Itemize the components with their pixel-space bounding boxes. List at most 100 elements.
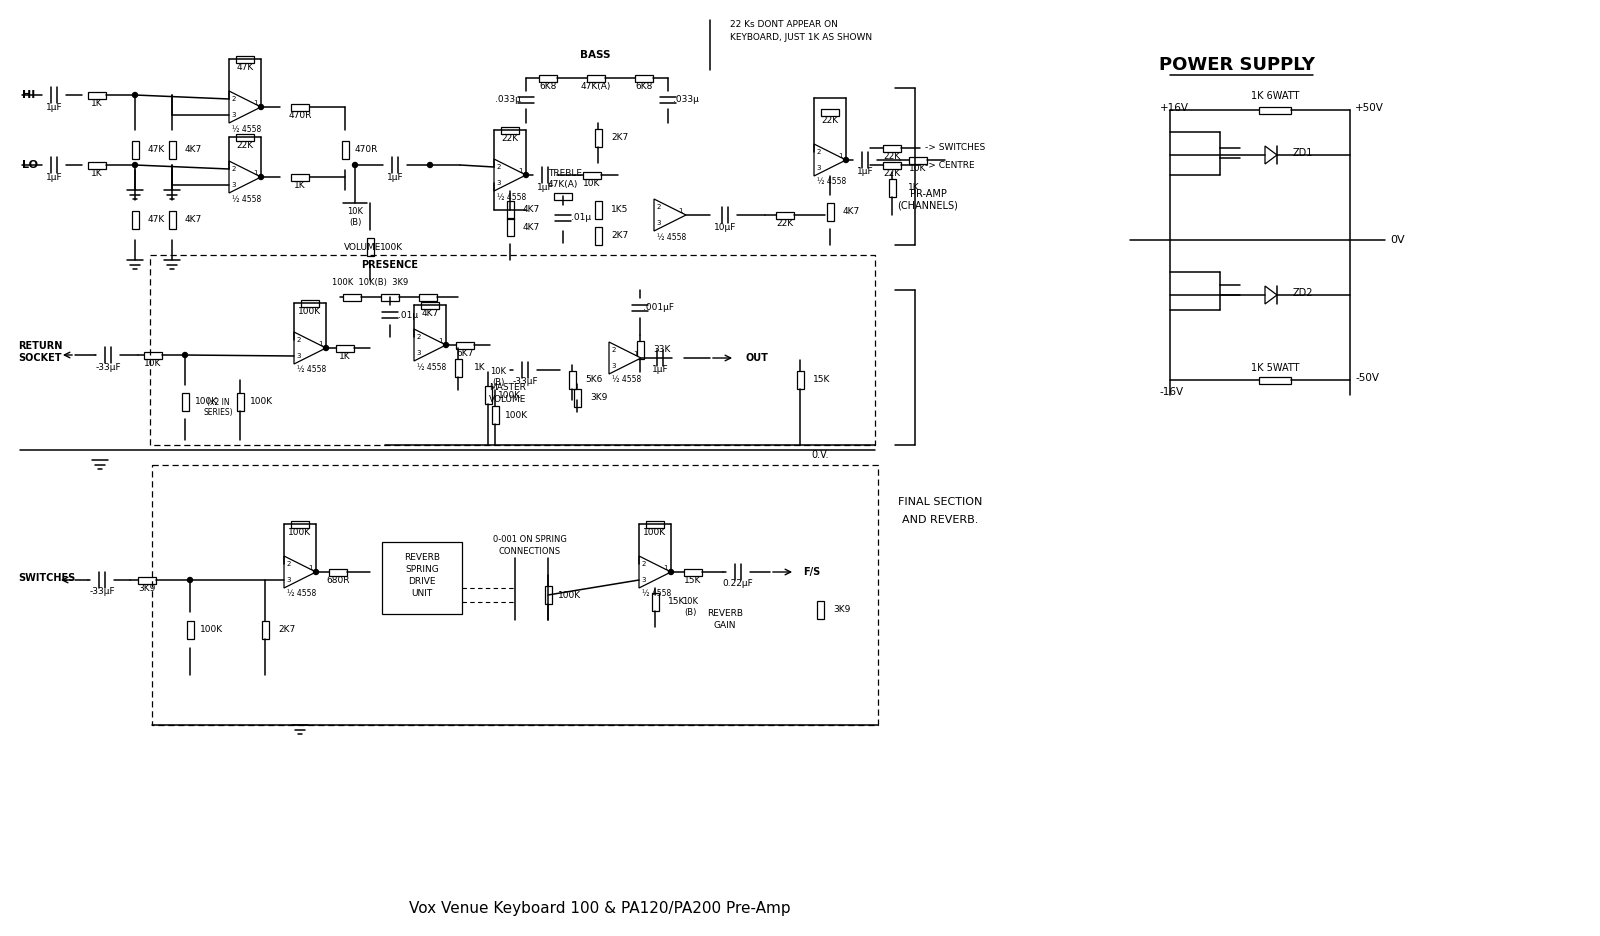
Bar (237, 393, 243, 411)
Polygon shape (229, 161, 261, 193)
Text: (B): (B) (491, 377, 504, 387)
Text: 2: 2 (818, 149, 821, 155)
Text: ½ 4558: ½ 4558 (498, 193, 526, 201)
Bar (454, 359, 461, 377)
Text: 4K7: 4K7 (421, 309, 438, 318)
Text: 22K: 22K (883, 152, 901, 161)
Bar (883, 144, 901, 152)
Text: -> CENTRE: -> CENTRE (925, 160, 974, 169)
Text: 1: 1 (838, 153, 842, 159)
Circle shape (187, 578, 192, 582)
Text: 1K: 1K (91, 99, 102, 108)
Polygon shape (285, 556, 317, 588)
Polygon shape (414, 329, 446, 361)
Text: 5K6: 5K6 (586, 375, 602, 385)
Text: (B): (B) (349, 218, 362, 227)
Bar (554, 193, 573, 199)
Bar (1259, 376, 1291, 384)
Bar (237, 134, 254, 140)
Bar (595, 201, 602, 219)
Text: 1: 1 (678, 208, 682, 214)
Text: 3K9: 3K9 (590, 393, 606, 402)
Text: 3: 3 (496, 180, 501, 186)
Bar (507, 218, 514, 236)
Polygon shape (610, 342, 642, 374)
Text: 0-001 ON SPRING: 0-001 ON SPRING (493, 535, 566, 545)
Circle shape (523, 172, 528, 178)
Text: 2K7: 2K7 (611, 134, 629, 142)
Text: 100K: 100K (200, 625, 222, 635)
Text: 1K: 1K (474, 363, 485, 373)
Bar (261, 621, 269, 639)
Polygon shape (229, 91, 261, 123)
Circle shape (352, 163, 357, 168)
Text: MASTER: MASTER (490, 384, 526, 392)
Circle shape (427, 163, 432, 168)
Text: GAIN: GAIN (714, 622, 736, 631)
Text: 33K: 33K (653, 345, 670, 355)
Text: 1μF: 1μF (46, 103, 62, 111)
Text: VOLUME: VOLUME (344, 242, 382, 252)
Text: 4K7: 4K7 (186, 215, 202, 225)
Text: 3: 3 (232, 112, 237, 118)
Bar (381, 294, 398, 300)
Bar (507, 201, 514, 219)
Text: .01μ: .01μ (398, 311, 418, 319)
Text: .01μ: .01μ (571, 213, 590, 223)
Text: 22K: 22K (776, 219, 794, 228)
Text: 1μF: 1μF (387, 172, 403, 182)
Bar (181, 393, 189, 411)
Text: HI: HI (22, 90, 35, 100)
Text: 1: 1 (253, 100, 258, 106)
Circle shape (323, 345, 328, 350)
Text: DRIVE: DRIVE (408, 578, 435, 587)
Text: 100K: 100K (643, 528, 667, 537)
Bar (1259, 107, 1291, 113)
Text: 1: 1 (253, 170, 258, 176)
Text: -33μF: -33μF (94, 362, 122, 372)
Text: 10K: 10K (909, 164, 926, 173)
Text: 22K: 22K (237, 141, 253, 150)
Bar (187, 621, 194, 639)
Bar (301, 300, 318, 306)
Text: 2: 2 (232, 96, 237, 102)
Bar (888, 179, 896, 197)
Text: 2: 2 (298, 337, 301, 343)
Text: 3: 3 (611, 363, 616, 369)
Text: 2: 2 (498, 164, 501, 170)
Bar (883, 162, 901, 168)
Text: 100K  10K(B)  3K9: 100K 10K(B) 3K9 (331, 279, 408, 287)
Text: 1K: 1K (339, 352, 350, 361)
Bar (336, 344, 354, 352)
Bar (421, 301, 438, 309)
Text: 47K: 47K (147, 215, 165, 225)
Text: BASS: BASS (579, 50, 610, 60)
Bar (131, 211, 139, 229)
Text: OUT: OUT (746, 353, 768, 363)
Bar (291, 104, 309, 110)
Text: 22K: 22K (883, 169, 901, 178)
Bar (637, 341, 643, 359)
Text: +16V: +16V (1160, 103, 1189, 113)
Text: .033μ: .033μ (494, 95, 522, 105)
Text: 4K7: 4K7 (186, 145, 202, 154)
Text: -50V: -50V (1355, 373, 1379, 383)
Text: 100K: 100K (379, 242, 403, 252)
Text: -> SWITCHES: -> SWITCHES (925, 143, 986, 153)
Text: 2: 2 (642, 561, 646, 567)
Text: 1: 1 (632, 351, 637, 357)
Text: 6K7: 6K7 (456, 349, 474, 358)
Text: 3: 3 (656, 220, 661, 226)
Text: CONNECTIONS: CONNECTIONS (499, 548, 562, 557)
Text: REVERB: REVERB (707, 609, 742, 619)
Circle shape (314, 569, 318, 575)
Text: 4K7: 4K7 (843, 208, 861, 216)
Text: 2: 2 (611, 347, 616, 353)
Text: 100K: 100K (299, 307, 322, 316)
Text: SERIES): SERIES) (203, 408, 234, 417)
Text: 680R: 680R (326, 576, 350, 585)
Bar (382, 542, 462, 614)
Circle shape (669, 569, 674, 575)
Bar (237, 55, 254, 63)
Text: ZD1: ZD1 (1293, 148, 1314, 158)
